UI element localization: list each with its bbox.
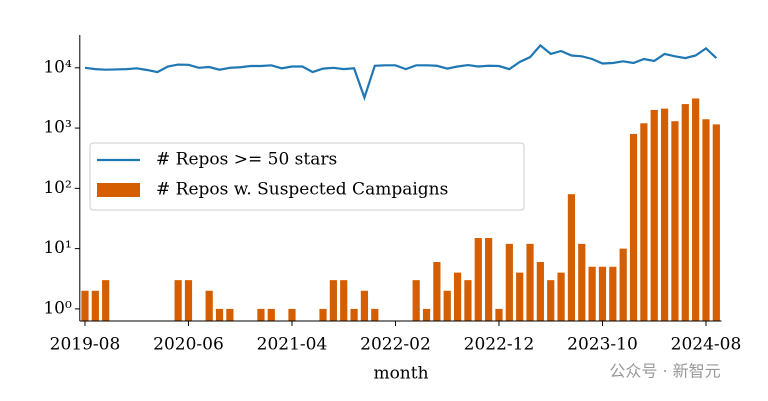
bar <box>464 280 472 321</box>
x-tick-label: 2020-06 <box>153 335 224 355</box>
legend-box <box>89 142 525 211</box>
bar <box>350 308 358 321</box>
bar <box>692 98 700 321</box>
y-tick-label: 10¹ <box>43 238 71 258</box>
bar <box>547 280 555 321</box>
bar <box>640 123 648 321</box>
bar <box>205 290 213 321</box>
bar <box>340 280 348 321</box>
legend-swatch <box>97 183 140 197</box>
bar <box>557 272 565 321</box>
bar <box>81 290 89 321</box>
bar <box>267 308 275 321</box>
bar <box>650 109 658 321</box>
legend-label: # Repos >= 50 stars <box>156 150 337 170</box>
bar <box>102 280 110 321</box>
bar <box>288 308 296 321</box>
bar <box>443 290 451 321</box>
bar <box>505 243 513 321</box>
bar <box>671 121 679 321</box>
bar <box>609 266 617 321</box>
bar <box>495 308 503 321</box>
bar <box>567 194 576 321</box>
bar <box>578 243 586 321</box>
y-tick-label: 10⁴ <box>43 57 72 77</box>
bar <box>371 308 379 321</box>
bar <box>588 266 596 321</box>
x-tick-label: 2021-04 <box>257 335 328 355</box>
bar <box>619 248 627 321</box>
y-tick-label: 10³ <box>43 118 71 138</box>
bar <box>433 261 441 321</box>
x-tick-label: 2023-10 <box>567 335 638 355</box>
bar <box>184 280 193 321</box>
bar <box>215 308 224 321</box>
bar <box>453 272 462 321</box>
x-axis-label: month <box>373 364 428 384</box>
bar <box>526 243 534 321</box>
bar <box>681 104 689 321</box>
bar <box>422 308 431 321</box>
bar <box>319 308 327 321</box>
bar <box>257 308 265 321</box>
bar <box>598 266 607 321</box>
bar <box>360 290 369 321</box>
bar <box>712 124 720 321</box>
y-tick-label: 10⁰ <box>43 298 72 318</box>
x-tick-label: 2019-08 <box>50 335 121 355</box>
line <box>84 43 718 102</box>
x-tick-label: 2024-08 <box>671 335 742 355</box>
y-tick-label: 10² <box>43 178 71 198</box>
bar <box>91 290 99 321</box>
x-tick-label: 2022-02 <box>360 335 431 355</box>
bar <box>629 133 638 321</box>
bar <box>485 238 493 321</box>
bar <box>516 272 524 321</box>
bar <box>474 238 482 321</box>
bar <box>536 261 544 321</box>
legend-label: # Repos w. Suspected Campaigns <box>156 180 448 200</box>
bar <box>412 280 420 321</box>
watermark: 公众号 · 新智元 <box>609 362 720 381</box>
bar <box>702 119 710 321</box>
bar <box>226 308 234 321</box>
bar <box>660 108 669 322</box>
x-tick-label: 2022-12 <box>464 335 535 355</box>
bar <box>329 280 337 321</box>
bar <box>174 280 182 321</box>
